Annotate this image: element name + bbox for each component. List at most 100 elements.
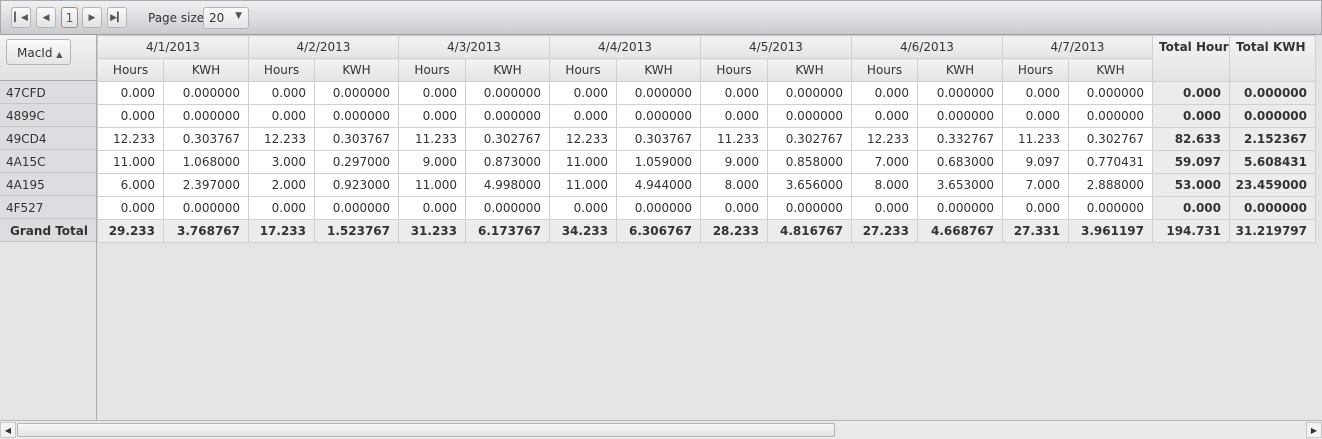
measure-column-header[interactable]: Hours: [248, 58, 315, 82]
table-row: 11.000 1.068000 3.000 0.297000 9.000 0.873000…: [97, 150, 1316, 174]
data-cell: 0.297000: [314, 150, 399, 174]
total-cell: 5.608431: [1229, 150, 1316, 174]
data-cell: 8.000: [851, 173, 918, 197]
data-cell: 0.332767: [917, 127, 1003, 151]
next-page-button[interactable]: ▶: [82, 7, 102, 28]
first-page-button[interactable]: ▎◀: [11, 7, 31, 28]
date-column-header[interactable]: 4/7/2013: [1002, 35, 1153, 59]
data-cell: 2.888000: [1068, 173, 1153, 197]
table-row: 0.000 0.000000 0.000 0.000000 0.000 0.000000 0…: [97, 196, 1316, 220]
data-cell: 0.000000: [1068, 81, 1153, 105]
data-cell: 0.858000: [767, 150, 852, 174]
measure-column-header[interactable]: Hours: [1002, 58, 1069, 82]
data-cell: 0.000000: [767, 104, 852, 128]
last-page-icon: ▶▎: [110, 12, 124, 23]
prev-page-icon: ◀: [42, 12, 50, 23]
row-header-item[interactable]: 49CD4: [0, 127, 96, 150]
data-cell: 1.523767: [314, 219, 399, 243]
measure-column-header[interactable]: Hours: [851, 58, 918, 82]
measure-column-header[interactable]: KWH: [917, 58, 1003, 82]
measure-column-header[interactable]: Hours: [398, 58, 466, 82]
data-cell: 0.000000: [314, 104, 399, 128]
data-cell: 4.998000: [465, 173, 550, 197]
data-cell: 34.233: [549, 219, 617, 243]
data-cell: 0.000000: [465, 104, 550, 128]
row-header-item[interactable]: 4F527: [0, 196, 96, 219]
data-cell: 0.303767: [616, 127, 701, 151]
data-cell: 0.000: [248, 104, 315, 128]
date-column-header[interactable]: 4/3/2013: [398, 35, 550, 59]
total-cell: 82.633: [1152, 127, 1230, 151]
data-cell: 0.000000: [1068, 196, 1153, 220]
data-cell: 0.302767: [1068, 127, 1153, 151]
measure-column-header[interactable]: Hours: [97, 58, 164, 82]
measure-column-header[interactable]: KWH: [616, 58, 701, 82]
total-column-header[interactable]: Total KWH: [1229, 35, 1316, 82]
total-cell: 2.152367: [1229, 127, 1316, 151]
data-cell: 0.303767: [163, 127, 249, 151]
sort-ascending-icon: ▲: [56, 50, 63, 59]
macid-sort-button[interactable]: MacId ▲: [6, 39, 71, 65]
data-cell: 6.173767: [465, 219, 550, 243]
data-cell: 0.000: [398, 104, 466, 128]
row-header-panel: MacId ▲ 47CFD 4899C 49CD4 4A15C 4A195 4F527 Gr…: [0, 35, 97, 420]
date-column-header[interactable]: 4/6/2013: [851, 35, 1003, 59]
date-column-header[interactable]: 4/5/2013: [700, 35, 852, 59]
data-cell: 12.233: [851, 127, 918, 151]
chevron-down-icon: ▼: [235, 11, 242, 21]
date-column-header[interactable]: 4/1/2013: [97, 35, 249, 59]
data-cell: 27.331: [1002, 219, 1069, 243]
measure-column-header[interactable]: KWH: [314, 58, 399, 82]
row-header-item[interactable]: 4A15C: [0, 150, 96, 173]
data-cell: 0.000: [398, 196, 466, 220]
data-cell: 3.768767: [163, 219, 249, 243]
date-column-header[interactable]: 4/2/2013: [248, 35, 399, 59]
data-cell: 0.000000: [314, 196, 399, 220]
scrollbar-thumb[interactable]: [17, 423, 835, 437]
data-cell: 0.873000: [465, 150, 550, 174]
data-cell: 0.000: [549, 196, 617, 220]
measure-column-header[interactable]: KWH: [1068, 58, 1153, 82]
data-cell: 11.000: [549, 150, 617, 174]
page-size-select[interactable]: 20 ▼: [203, 7, 249, 29]
data-cell: 6.000: [97, 173, 164, 197]
measure-column-header[interactable]: KWH: [767, 58, 852, 82]
scroll-left-icon[interactable]: ◀: [0, 422, 16, 438]
last-page-button[interactable]: ▶▎: [107, 7, 127, 28]
next-page-icon: ▶: [88, 12, 96, 23]
table-row: 0.000 0.000000 0.000 0.000000 0.000 0.000000 0…: [97, 104, 1316, 128]
measure-column-header[interactable]: Hours: [700, 58, 768, 82]
prev-page-button[interactable]: ◀: [36, 7, 56, 28]
measure-column-header[interactable]: Hours: [549, 58, 617, 82]
data-cell: 27.233: [851, 219, 918, 243]
row-header-item[interactable]: 47CFD: [0, 81, 96, 104]
total-cell: 53.000: [1152, 173, 1230, 197]
measure-column-header[interactable]: KWH: [465, 58, 550, 82]
data-cell: 0.000: [851, 196, 918, 220]
page-1-button[interactable]: 1: [61, 7, 78, 28]
total-column-header[interactable]: Total Hours: [1152, 35, 1230, 82]
measure-column-header[interactable]: KWH: [163, 58, 249, 82]
data-cell: 9.000: [398, 150, 466, 174]
data-cell: 0.000: [1002, 104, 1069, 128]
data-cell: 1.068000: [163, 150, 249, 174]
total-cell: 0.000: [1152, 196, 1230, 220]
data-cell: 8.000: [700, 173, 768, 197]
data-cell: 7.000: [1002, 173, 1069, 197]
table-row: 6.000 2.397000 2.000 0.923000 11.000 4.998000…: [97, 173, 1316, 197]
row-header-item[interactable]: 4A195: [0, 173, 96, 196]
data-cell: 3.656000: [767, 173, 852, 197]
data-cell: 0.000: [700, 104, 768, 128]
data-cell: 3.653000: [917, 173, 1003, 197]
data-cell: 11.233: [700, 127, 768, 151]
row-header-item[interactable]: 4899C: [0, 104, 96, 127]
horizontal-scrollbar[interactable]: ◀ ▶: [0, 420, 1322, 439]
data-cell: 0.000: [97, 81, 164, 105]
grand-total-row: 29.233 3.768767 17.233 1.523767 31.233 6.1737…: [97, 219, 1316, 243]
data-cell: 1.059000: [616, 150, 701, 174]
scroll-right-icon[interactable]: ▶: [1306, 422, 1322, 438]
data-cell: 0.000: [549, 81, 617, 105]
data-cell: 0.000: [851, 104, 918, 128]
date-column-header[interactable]: 4/4/2013: [549, 35, 701, 59]
data-cell: 0.000000: [616, 104, 701, 128]
